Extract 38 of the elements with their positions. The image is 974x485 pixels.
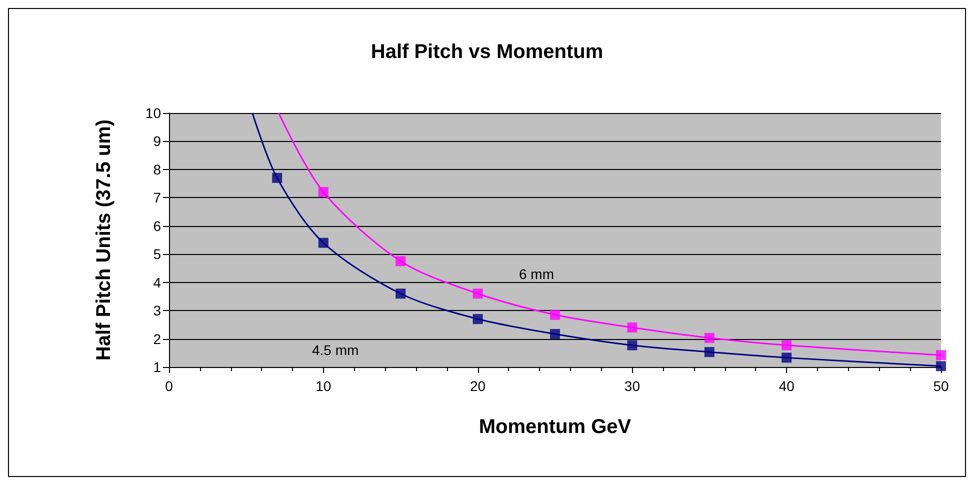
x-tick-label: 30 bbox=[624, 378, 640, 394]
point bbox=[396, 288, 406, 299]
point bbox=[272, 172, 282, 183]
y-tick-label: 2 bbox=[153, 330, 162, 347]
point bbox=[318, 238, 328, 248]
y-tick-label: 3 bbox=[153, 302, 162, 319]
point bbox=[396, 256, 406, 266]
point bbox=[318, 187, 328, 198]
x-tick-label: 20 bbox=[470, 378, 486, 394]
x-tick-label: 40 bbox=[778, 378, 795, 394]
point bbox=[704, 347, 714, 358]
x-axis-title: Momentum GeV bbox=[478, 416, 632, 438]
annotation: 6 mm bbox=[519, 266, 554, 282]
chart-title: Half Pitch vs Momentum bbox=[370, 41, 604, 63]
point bbox=[704, 332, 714, 343]
y-tick-label: 5 bbox=[153, 246, 162, 262]
point bbox=[936, 361, 946, 372]
y-tick-label: 8 bbox=[153, 161, 162, 178]
annotation: 4.5 mm bbox=[312, 342, 359, 358]
x-tick-label: 0 bbox=[165, 378, 174, 394]
y-tick-label: 7 bbox=[153, 190, 162, 206]
point bbox=[472, 314, 483, 324]
y-tick-label: 6 bbox=[153, 218, 162, 234]
point bbox=[936, 350, 946, 360]
point bbox=[550, 310, 560, 320]
point bbox=[627, 322, 638, 332]
point bbox=[627, 340, 638, 350]
y-tick-label: 9 bbox=[153, 133, 162, 150]
y-tick-label: 10 bbox=[145, 105, 162, 121]
point bbox=[782, 352, 792, 363]
y-axis-title: Half Pitch Units (37.5 um) bbox=[93, 119, 115, 361]
point bbox=[472, 288, 483, 299]
x-tick-label: 50 bbox=[933, 378, 949, 394]
point bbox=[782, 340, 792, 350]
x-tick-label: 10 bbox=[316, 378, 332, 394]
y-tick-label: 1 bbox=[153, 359, 162, 375]
y-tick-label: 4 bbox=[153, 274, 162, 290]
point bbox=[550, 328, 560, 339]
